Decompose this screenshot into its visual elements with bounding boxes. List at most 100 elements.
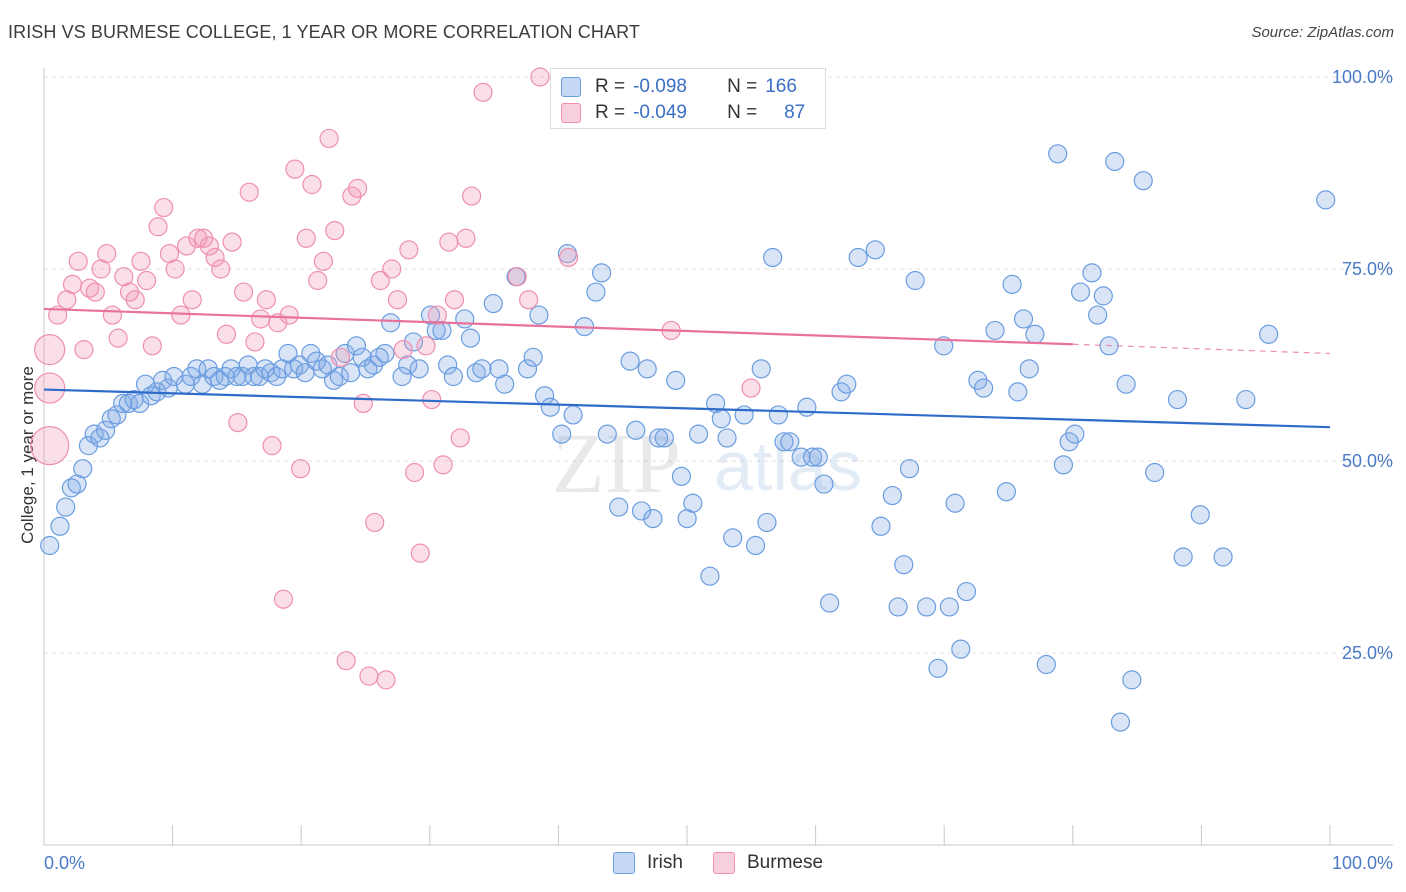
burmese-point bbox=[370, 270, 390, 291]
irish-point bbox=[563, 405, 583, 425]
legend-label-irish: Irish bbox=[647, 852, 683, 873]
irish-point bbox=[1088, 305, 1108, 325]
burmese-point bbox=[171, 305, 191, 325]
burmese-point bbox=[125, 290, 145, 310]
series-burmese bbox=[30, 67, 761, 690]
burmese-point bbox=[433, 455, 453, 475]
irish-point bbox=[164, 366, 184, 387]
burmese-point bbox=[399, 240, 419, 260]
irish-point bbox=[381, 313, 401, 333]
irish-point bbox=[1070, 282, 1091, 302]
irish-swatch bbox=[561, 77, 581, 97]
burmese-point bbox=[359, 666, 379, 686]
irish-point bbox=[882, 485, 902, 506]
n-value: 166 bbox=[765, 76, 797, 97]
irish-point bbox=[751, 359, 771, 379]
n-label: N = bbox=[727, 102, 758, 123]
burmese-point bbox=[102, 305, 123, 325]
burmese-point bbox=[30, 426, 70, 466]
burmese-point bbox=[347, 178, 368, 198]
burmese-point bbox=[222, 232, 242, 252]
burmese-point bbox=[325, 221, 345, 241]
irish-point bbox=[757, 512, 777, 533]
irish-point bbox=[1213, 547, 1233, 567]
irish-point bbox=[1019, 359, 1039, 379]
irish-point bbox=[649, 428, 669, 448]
legend-label-burmese: Burmese bbox=[747, 852, 824, 873]
irish-point bbox=[1259, 324, 1279, 344]
irish-point bbox=[540, 397, 560, 417]
irish-point bbox=[586, 282, 606, 302]
burmese-point bbox=[439, 232, 459, 252]
irish-point bbox=[40, 535, 60, 556]
burmese-point bbox=[530, 67, 550, 87]
burmese-point bbox=[404, 462, 425, 483]
burmese-trend-line bbox=[43, 307, 1073, 346]
burmese-point bbox=[176, 236, 197, 256]
irish-point bbox=[1133, 171, 1153, 191]
irish-point bbox=[495, 374, 515, 394]
irish-point bbox=[1145, 462, 1165, 483]
irish-point bbox=[1105, 151, 1125, 172]
irish-point bbox=[609, 497, 629, 517]
legend-item-burmese[interactable]: Burmese bbox=[713, 852, 823, 874]
irish-point bbox=[808, 447, 828, 467]
burmese-point bbox=[353, 393, 373, 413]
irish-point bbox=[1167, 389, 1188, 410]
burmese-point bbox=[519, 290, 539, 310]
source-label: Source: ZipAtlas.com bbox=[1251, 24, 1394, 41]
irish-point bbox=[455, 309, 475, 329]
irish-point bbox=[1025, 324, 1045, 344]
irish-point bbox=[763, 247, 783, 268]
irish-point bbox=[1008, 382, 1028, 402]
irish-point bbox=[1002, 274, 1022, 294]
burmese-point bbox=[233, 282, 254, 302]
burmese-point bbox=[450, 428, 470, 448]
irish-point bbox=[552, 424, 572, 444]
burmese-point bbox=[62, 274, 83, 294]
irish-point bbox=[1122, 670, 1142, 690]
burmese-point bbox=[319, 128, 339, 149]
irish-swatch bbox=[613, 852, 635, 874]
burmese-point bbox=[148, 217, 168, 237]
irish-point bbox=[848, 247, 868, 268]
r-label: R = bbox=[595, 76, 626, 97]
burmese-point bbox=[188, 228, 208, 248]
irish-point bbox=[1082, 263, 1102, 283]
irish-point bbox=[654, 428, 674, 448]
irish-point bbox=[934, 336, 954, 356]
irish-point bbox=[113, 393, 133, 413]
burmese-swatch bbox=[713, 852, 735, 874]
irish-point bbox=[837, 374, 857, 394]
burmese-point bbox=[34, 334, 66, 366]
burmese-point bbox=[251, 309, 271, 329]
irish-point bbox=[723, 528, 743, 548]
irish-point bbox=[626, 420, 646, 440]
irish-point bbox=[1065, 424, 1085, 444]
irish-point bbox=[1110, 712, 1131, 732]
irish-point bbox=[871, 516, 891, 536]
irish-point bbox=[683, 493, 703, 513]
burmese-point bbox=[302, 174, 322, 195]
burmese-point bbox=[330, 347, 351, 367]
burmese-point bbox=[290, 459, 311, 479]
burmese-point bbox=[85, 282, 105, 302]
legend-item-irish[interactable]: Irish bbox=[613, 852, 683, 874]
irish-point bbox=[352, 347, 372, 367]
y-tick-labels: 25.0% 50.0% 75.0% 100.0% bbox=[1332, 67, 1393, 663]
irish-point bbox=[620, 351, 640, 371]
trend-lines bbox=[43, 307, 1331, 429]
irish-point bbox=[671, 466, 692, 486]
irish-point bbox=[78, 436, 99, 456]
burmese-point bbox=[462, 186, 482, 206]
burmese-point bbox=[34, 372, 66, 404]
burmese-point bbox=[74, 340, 94, 360]
series-legend: Irish Burmese bbox=[0, 852, 1406, 878]
irish-point bbox=[1116, 374, 1136, 394]
irish-point bbox=[73, 459, 93, 479]
burmese-point bbox=[376, 670, 396, 690]
burmese-point bbox=[131, 251, 151, 271]
burmese-point bbox=[296, 228, 316, 248]
irish-point bbox=[700, 566, 720, 586]
irish-point bbox=[460, 328, 481, 348]
